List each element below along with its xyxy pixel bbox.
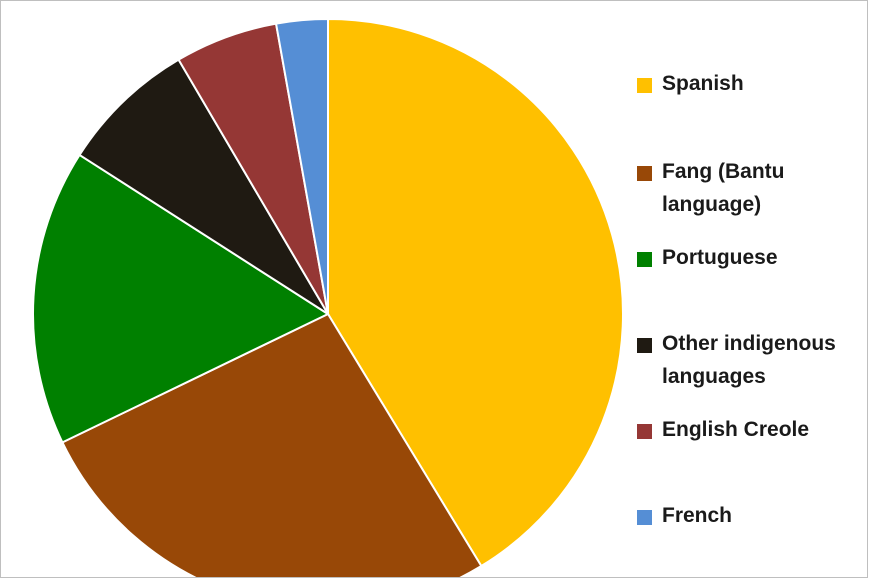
- legend-swatch-spanish: [637, 78, 652, 93]
- legend-label-portuguese: Portuguese: [662, 241, 867, 274]
- legend-label-other-indigenous: Other indigenous languages: [662, 327, 867, 393]
- legend-label-line: languages: [662, 365, 766, 388]
- legend-label-fang: Fang (Bantu language): [662, 155, 867, 221]
- legend-label-line: Spanish: [662, 72, 744, 95]
- legend-label-line: French: [662, 504, 733, 527]
- legend-swatch-english-creole: [637, 424, 652, 439]
- pie-slice-fang-bantu-language: [61, 313, 483, 577]
- legend-label-line: Other indigenous: [662, 332, 836, 355]
- legend-label-line: Fang (Bantu: [662, 160, 785, 183]
- legend-label-english-creole: English Creole: [662, 413, 867, 446]
- legend-swatch-fang: [637, 166, 652, 181]
- pie-slice-other-indigenous-languages: [78, 58, 329, 315]
- legend-label-line: Portuguese: [662, 246, 778, 269]
- legend-label-french: French: [662, 499, 867, 532]
- legend-swatch-portuguese: [637, 252, 652, 267]
- legend-label-line: language): [662, 193, 762, 216]
- legend-label-line: English Creole: [662, 418, 810, 441]
- pie-slice-spanish: [327, 18, 624, 568]
- pie-slice-portuguese: [32, 153, 329, 444]
- legend-swatch-french: [637, 510, 652, 525]
- legend-swatch-other-indigenous: [637, 338, 652, 353]
- pie-slice-french: [275, 18, 329, 315]
- legend-label-spanish: Spanish: [662, 67, 867, 100]
